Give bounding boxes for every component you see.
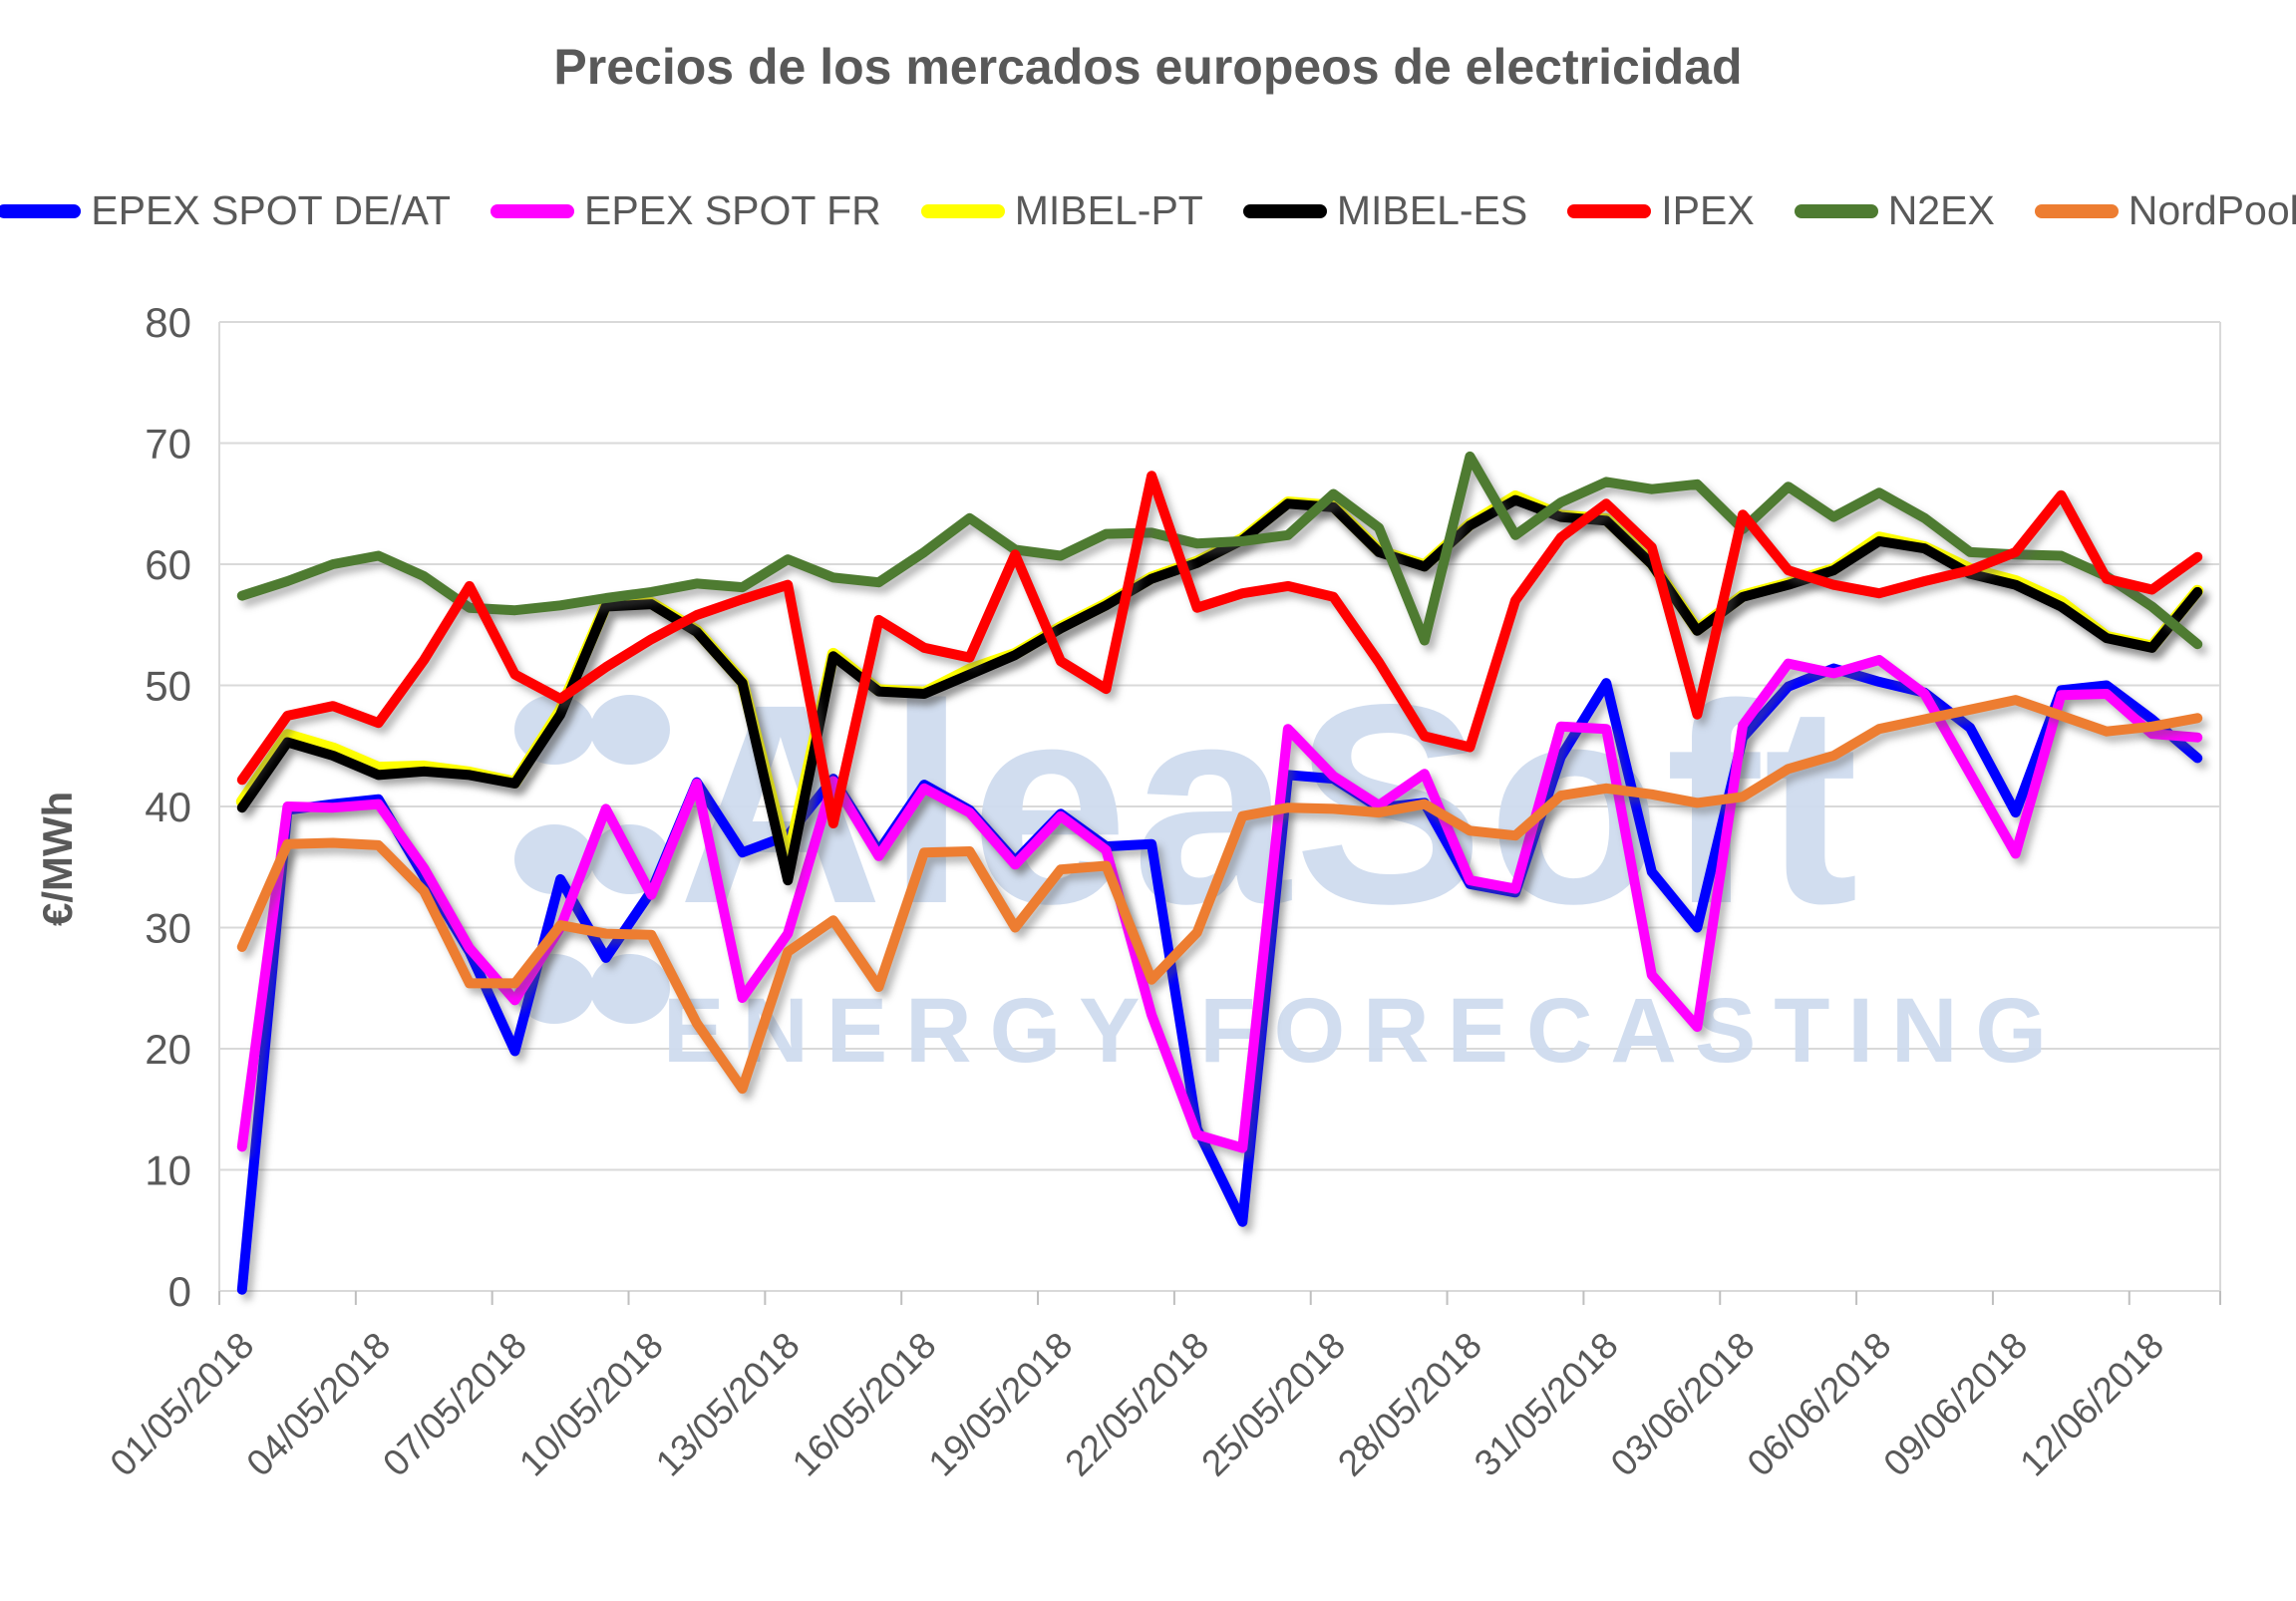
x-tick-label-03-06-2018: 03/06/2018 bbox=[1603, 1325, 1763, 1484]
legend-swatch bbox=[2034, 203, 2119, 218]
legend-item-n2ex: N2EX bbox=[1794, 187, 1995, 234]
y-tick-label-70: 70 bbox=[145, 421, 191, 468]
legend-item-mibel-pt: MIBEL-PT bbox=[920, 187, 1203, 234]
x-tick-label-10-05-2018: 10/05/2018 bbox=[511, 1325, 671, 1484]
watermark-dot-1 bbox=[590, 695, 670, 765]
legend-swatch bbox=[920, 203, 1005, 218]
series-line-nordpool bbox=[236, 695, 2203, 1095]
legend-swatch bbox=[491, 203, 575, 218]
legend-label: IPEX bbox=[1661, 187, 1755, 233]
x-tick-label-06-06-2018: 06/06/2018 bbox=[1740, 1325, 1899, 1484]
x-tick-label-01-05-2018: 01/05/2018 bbox=[103, 1325, 262, 1484]
series-line-epex-spot-de-at bbox=[236, 663, 2203, 1295]
x-tick-label-28-05-2018: 28/05/2018 bbox=[1330, 1325, 1489, 1484]
x-tick-label-22-05-2018: 22/05/2018 bbox=[1057, 1325, 1216, 1484]
y-tick-label-50: 50 bbox=[145, 663, 191, 710]
legend-swatch bbox=[1794, 203, 1878, 218]
x-tick-label-19-05-2018: 19/05/2018 bbox=[921, 1325, 1081, 1484]
series-line-ipex bbox=[236, 471, 2203, 828]
legend-item-ipex: IPEX bbox=[1567, 187, 1755, 234]
y-tick-label-0: 0 bbox=[168, 1268, 191, 1315]
legend-item-mibel-es: MIBEL-ES bbox=[1242, 187, 1528, 234]
y-tick-label-80: 80 bbox=[145, 299, 191, 346]
y-tick-label-10: 10 bbox=[145, 1147, 191, 1194]
legend-label: EPEX SPOT FR bbox=[584, 187, 881, 233]
y-tick-label-30: 30 bbox=[145, 905, 191, 952]
x-axis: 01/05/201804/05/201807/05/201810/05/2018… bbox=[103, 1290, 2221, 1484]
chart-title: Precios de los mercados europeos de elec… bbox=[553, 39, 1743, 95]
series-line-n2ex bbox=[236, 451, 2203, 650]
y-axis-title: €/MWh bbox=[34, 792, 81, 926]
x-tick-label-09-06-2018: 09/06/2018 bbox=[1875, 1325, 2035, 1484]
x-tick-label-13-05-2018: 13/05/2018 bbox=[648, 1325, 808, 1484]
legend-label: MIBEL-ES bbox=[1336, 187, 1528, 233]
watermark-text-2: ENERGY FORECASTING bbox=[663, 980, 2065, 1082]
legend-item-nordpool: NordPool bbox=[2034, 187, 2296, 234]
legend-label: N2EX bbox=[1887, 187, 1995, 233]
x-tick-label-07-05-2018: 07/05/2018 bbox=[375, 1325, 534, 1484]
legend-label: NordPool bbox=[2128, 187, 2296, 233]
y-tick-label-60: 60 bbox=[145, 541, 191, 588]
legend-item-epex-spot-de-at: EPEX SPOT DE/AT bbox=[0, 187, 451, 234]
legend-label: MIBEL-PT bbox=[1014, 187, 1203, 233]
chart-legend: EPEX SPOT DE/AT EPEX SPOT FR MIBEL-PT MIBEL… bbox=[0, 187, 2296, 234]
x-tick-label-16-05-2018: 16/05/2018 bbox=[785, 1325, 944, 1484]
watermark-dot-2 bbox=[514, 824, 594, 894]
legend-swatch bbox=[0, 203, 82, 218]
x-tick-label-31-05-2018: 31/05/2018 bbox=[1467, 1325, 1626, 1484]
legend-swatch bbox=[1567, 203, 1652, 218]
series-line-epex-spot-fr bbox=[236, 655, 2203, 1153]
y-tick-label-20: 20 bbox=[145, 1026, 191, 1073]
legend-label: EPEX SPOT DE/AT bbox=[91, 187, 452, 233]
watermark-dot-5 bbox=[590, 954, 670, 1024]
x-tick-label-25-05-2018: 25/05/2018 bbox=[1193, 1325, 1353, 1484]
legend-item-epex-spot-fr: EPEX SPOT FR bbox=[491, 187, 881, 234]
legend-swatch bbox=[1242, 203, 1327, 218]
y-tick-label-40: 40 bbox=[145, 784, 191, 830]
x-tick-label-04-05-2018: 04/05/2018 bbox=[238, 1325, 398, 1484]
x-tick-label-12-06-2018: 12/06/2018 bbox=[2012, 1325, 2171, 1484]
